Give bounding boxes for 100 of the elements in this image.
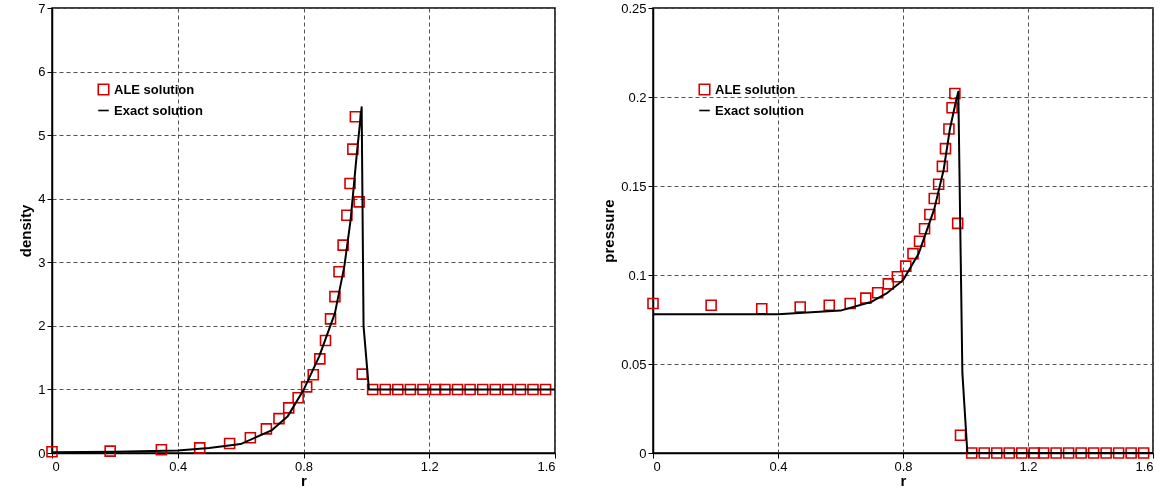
y-tick-label: 0.2 bbox=[628, 89, 647, 105]
point bbox=[527, 383, 539, 396]
point bbox=[273, 412, 285, 425]
point bbox=[324, 313, 337, 325]
point bbox=[429, 383, 442, 396]
point bbox=[965, 447, 978, 459]
point bbox=[946, 101, 958, 114]
y-tick-label: 3 bbox=[38, 254, 46, 270]
point bbox=[1087, 447, 1100, 459]
y-tick-label: 4 bbox=[38, 191, 46, 207]
point bbox=[344, 177, 356, 190]
point bbox=[924, 208, 936, 221]
point bbox=[943, 123, 955, 135]
point bbox=[1050, 447, 1062, 459]
point bbox=[954, 429, 967, 441]
point bbox=[439, 383, 451, 396]
point bbox=[928, 192, 941, 205]
point bbox=[292, 391, 304, 404]
y-axis-title: density bbox=[17, 204, 35, 258]
x-tick-label: 0.4 bbox=[169, 458, 188, 474]
point bbox=[949, 87, 961, 100]
point bbox=[936, 160, 949, 173]
point bbox=[464, 383, 476, 396]
point bbox=[1015, 447, 1028, 459]
y-tick-label: 5 bbox=[38, 127, 46, 143]
point bbox=[932, 178, 945, 191]
x-tick-label: 0 bbox=[52, 458, 60, 474]
y-tick-label: 2 bbox=[38, 318, 46, 334]
point bbox=[860, 292, 872, 304]
point bbox=[1028, 447, 1041, 459]
point bbox=[1062, 447, 1075, 459]
point bbox=[329, 290, 341, 303]
y-tick-label: 1 bbox=[38, 381, 46, 397]
legend-label: Exact solution bbox=[715, 102, 804, 118]
point bbox=[918, 222, 931, 235]
point bbox=[104, 445, 116, 457]
point bbox=[1100, 447, 1112, 459]
point bbox=[341, 209, 353, 222]
point bbox=[1075, 447, 1087, 459]
point bbox=[891, 270, 904, 283]
point bbox=[404, 383, 417, 396]
point bbox=[260, 423, 273, 435]
y-tick-label: 0.25 bbox=[621, 0, 647, 16]
point bbox=[1125, 447, 1137, 459]
point bbox=[193, 442, 206, 454]
y-tick-label: 0.15 bbox=[621, 178, 647, 194]
point bbox=[314, 353, 326, 365]
point bbox=[392, 383, 404, 396]
point bbox=[244, 431, 257, 444]
point bbox=[223, 437, 236, 450]
x-axis-title: r bbox=[900, 471, 907, 489]
point bbox=[337, 239, 349, 251]
x-tick-label: 0 bbox=[653, 458, 661, 474]
point bbox=[489, 383, 502, 396]
point bbox=[1137, 447, 1150, 459]
x-tick-label: 1.2 bbox=[420, 458, 439, 474]
point bbox=[913, 235, 926, 247]
point bbox=[794, 301, 806, 313]
point bbox=[353, 196, 365, 208]
point bbox=[900, 260, 912, 272]
point bbox=[514, 383, 527, 396]
x-tick-label: 1.6 bbox=[537, 458, 556, 474]
point bbox=[1112, 447, 1125, 459]
point bbox=[347, 143, 359, 155]
point bbox=[307, 369, 320, 381]
y-tick-label: 0 bbox=[639, 445, 647, 461]
point bbox=[476, 383, 489, 396]
point bbox=[844, 297, 856, 310]
legend-label: Exact solution bbox=[114, 102, 203, 118]
point bbox=[823, 299, 836, 312]
point bbox=[871, 287, 884, 299]
x-tick-label: 0.8 bbox=[294, 458, 314, 474]
point bbox=[539, 383, 552, 396]
x-tick-label: 1.6 bbox=[1135, 458, 1154, 474]
point bbox=[882, 278, 895, 290]
point bbox=[990, 447, 1003, 459]
x-tick-label: 0.8 bbox=[894, 458, 913, 474]
x-axis-title: r bbox=[301, 471, 308, 489]
point bbox=[951, 217, 964, 230]
point bbox=[46, 445, 58, 458]
point bbox=[333, 266, 345, 278]
legend-label: ALE solution bbox=[715, 81, 796, 97]
point bbox=[451, 383, 464, 396]
point bbox=[356, 368, 369, 380]
point bbox=[978, 447, 991, 459]
point bbox=[300, 381, 313, 393]
y-tick-label: 0 bbox=[38, 445, 46, 461]
point bbox=[907, 247, 919, 260]
legend-label: ALE solution bbox=[114, 81, 195, 97]
point bbox=[647, 297, 659, 310]
point bbox=[379, 383, 392, 396]
point bbox=[1003, 447, 1016, 459]
point bbox=[502, 383, 514, 396]
y-axis-title: pressure bbox=[600, 199, 618, 263]
x-tick-label: 0.4 bbox=[769, 458, 788, 474]
y-tick-label: 6 bbox=[38, 64, 46, 80]
y-tick-label: 0.1 bbox=[628, 267, 647, 283]
point bbox=[939, 142, 952, 155]
point bbox=[282, 402, 295, 414]
point bbox=[1037, 447, 1050, 459]
